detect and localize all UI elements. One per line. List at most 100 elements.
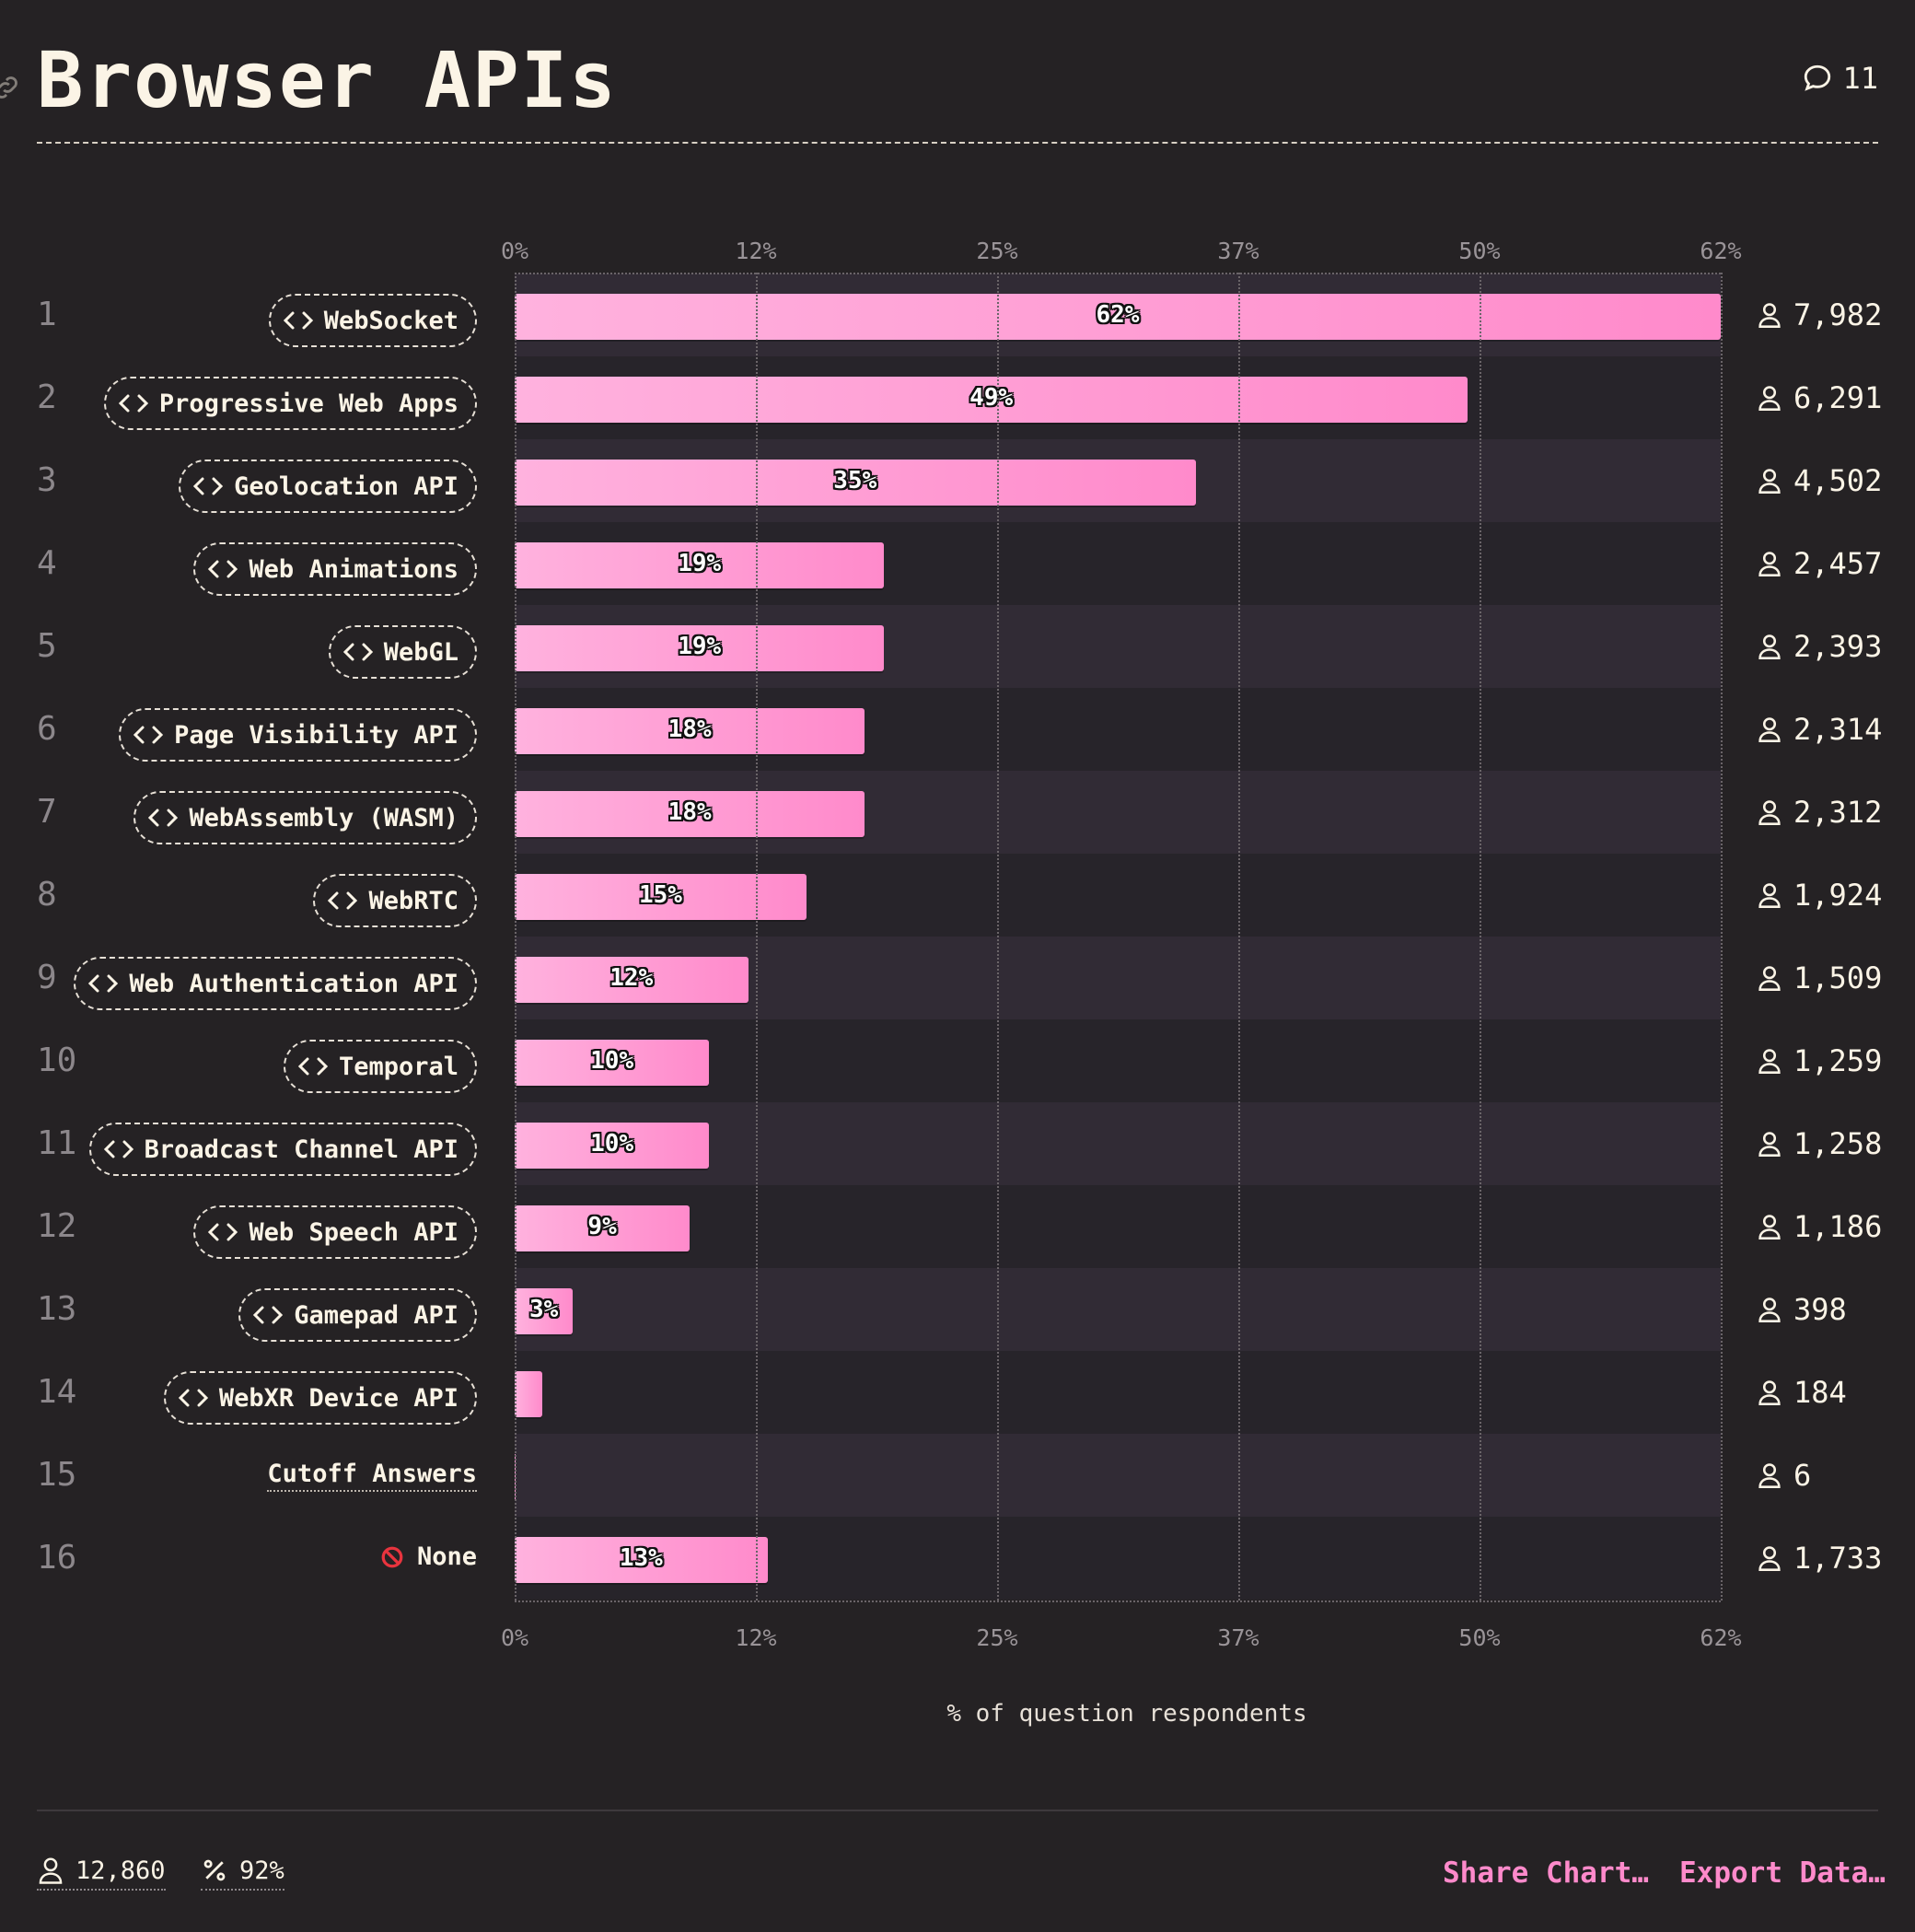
category-pill[interactable]: Progressive Web Apps [103, 377, 477, 430]
gridline [1238, 273, 1240, 1600]
category-label: WebRTC [368, 886, 458, 915]
chart-row: 15 Cutoff Answers 6 [0, 1434, 1915, 1517]
bar[interactable] [515, 542, 885, 588]
row-rank: 14 [37, 1373, 77, 1411]
user-icon [1758, 552, 1781, 576]
chart-row: 11 Broadcast Channel API 10% 1,258 [0, 1102, 1915, 1185]
respondent-count: 1,924 [1757, 878, 1882, 913]
user-icon [39, 1857, 63, 1884]
category-label[interactable]: Cutoff Answers [267, 1460, 477, 1492]
chart-row: 8 WebRTC 15% 1,924 [0, 854, 1915, 937]
respondent-count: 6,291 [1757, 380, 1882, 415]
bar[interactable] [515, 1288, 574, 1334]
comments-button[interactable]: 11 [1802, 61, 1878, 96]
category-label: WebSocket [323, 306, 458, 335]
user-icon [1758, 717, 1781, 742]
category-pill[interactable]: Web Authentication API [74, 957, 477, 1010]
row-rank: 13 [37, 1290, 77, 1328]
user-icon [1758, 1546, 1781, 1571]
bar-value-label: 9% [587, 1213, 617, 1240]
code-icon [118, 394, 149, 413]
bar[interactable] [515, 957, 749, 1003]
bar[interactable] [515, 1205, 691, 1251]
respondent-count: 7,982 [1757, 297, 1882, 332]
link-icon[interactable] [0, 72, 22, 103]
bar-value-label: 18% [667, 716, 712, 743]
category-pill[interactable]: Broadcast Channel API [88, 1123, 477, 1176]
respondents-stat[interactable]: 12,860 [37, 1856, 166, 1891]
count-value: 7,982 [1793, 297, 1883, 332]
respondent-count: 184 [1757, 1375, 1847, 1410]
category-pill[interactable]: Temporal [283, 1040, 477, 1093]
user-icon [1758, 1132, 1781, 1157]
bar[interactable] [515, 460, 1196, 506]
category-label: None [416, 1542, 477, 1571]
bar[interactable] [515, 1040, 710, 1086]
category-pill[interactable]: WebGL [328, 625, 477, 679]
bar[interactable] [515, 625, 885, 671]
category-pill[interactable]: Geolocation API [179, 460, 477, 513]
bar-value-label: 18% [667, 798, 712, 826]
code-icon [208, 560, 238, 578]
bar[interactable] [515, 377, 1468, 423]
percentage-stat[interactable]: 92% [201, 1856, 284, 1891]
category-label: Web Speech API [249, 1217, 458, 1247]
row-rank: 7 [37, 793, 57, 831]
gridline [756, 273, 758, 1600]
row-rank: 11 [37, 1124, 77, 1162]
comment-icon [1805, 64, 1831, 91]
bottom-tick-label: 62% [1700, 1624, 1742, 1651]
bar[interactable] [515, 874, 807, 920]
bar-value-label: 10% [590, 1047, 634, 1075]
respondent-count: 398 [1757, 1292, 1847, 1327]
bottom-tick-label: 37% [1217, 1624, 1259, 1651]
category-pill[interactable]: WebXR Device API [163, 1371, 477, 1425]
code-icon [208, 1223, 238, 1241]
export-data-button[interactable]: Export Data… [1679, 1856, 1886, 1890]
bar[interactable] [515, 1537, 768, 1583]
category-label: Web Authentication API [129, 969, 458, 998]
count-value: 184 [1793, 1375, 1847, 1410]
category-pill[interactable]: Gamepad API [238, 1288, 477, 1342]
category-pill[interactable]: Page Visibility API [119, 708, 477, 762]
user-icon [1758, 1298, 1781, 1322]
bar[interactable] [515, 1123, 710, 1169]
bar-value-label: 19% [678, 550, 722, 577]
chart-row: 6 Page Visibility API 18% 2,314 [0, 688, 1915, 771]
category-label: WebXR Device API [218, 1383, 458, 1413]
category-pill[interactable]: WebRTC [313, 874, 477, 927]
top-tick-label: 25% [976, 238, 1018, 264]
bar[interactable] [515, 1371, 542, 1417]
category-label: Geolocation API [234, 471, 458, 501]
bar[interactable] [515, 294, 1721, 340]
category-pill[interactable]: Web Animations [193, 542, 477, 596]
respondent-count: 1,186 [1757, 1209, 1882, 1244]
respondent-count: 2,314 [1757, 712, 1882, 747]
category-pill[interactable]: Web Speech API [193, 1205, 477, 1259]
header-divider [37, 142, 1878, 144]
user-icon [1758, 1463, 1781, 1488]
category-pill[interactable]: WebSocket [268, 294, 477, 347]
top-tick-label: 12% [735, 238, 777, 264]
share-chart-button[interactable]: Share Chart… [1443, 1856, 1649, 1890]
category-label: Broadcast Channel API [144, 1135, 458, 1164]
bar[interactable] [515, 708, 865, 754]
bar[interactable] [515, 791, 865, 837]
user-icon [1758, 386, 1781, 411]
bar-value-label: 19% [678, 633, 722, 660]
chart-row: 2 Progressive Web Apps 49% 6,291 [0, 356, 1915, 439]
category-label: Page Visibility API [174, 720, 458, 750]
code-icon [253, 1306, 284, 1324]
chart-row: 7 WebAssembly (WASM) 18% 2,312 [0, 771, 1915, 854]
row-stripe [515, 1351, 1721, 1434]
code-icon [133, 726, 164, 744]
chart-row: 12 Web Speech API 9% 1,186 [0, 1185, 1915, 1268]
user-icon [1758, 303, 1781, 328]
count-value: 1,258 [1793, 1126, 1883, 1161]
chart-row: 13 Gamepad API 3% 398 [0, 1268, 1915, 1351]
category-pill[interactable]: WebAssembly (WASM) [133, 791, 477, 844]
gridline [1480, 273, 1481, 1600]
category-none: None [380, 1542, 477, 1571]
user-icon [1758, 1049, 1781, 1074]
count-value: 6,291 [1793, 380, 1883, 415]
